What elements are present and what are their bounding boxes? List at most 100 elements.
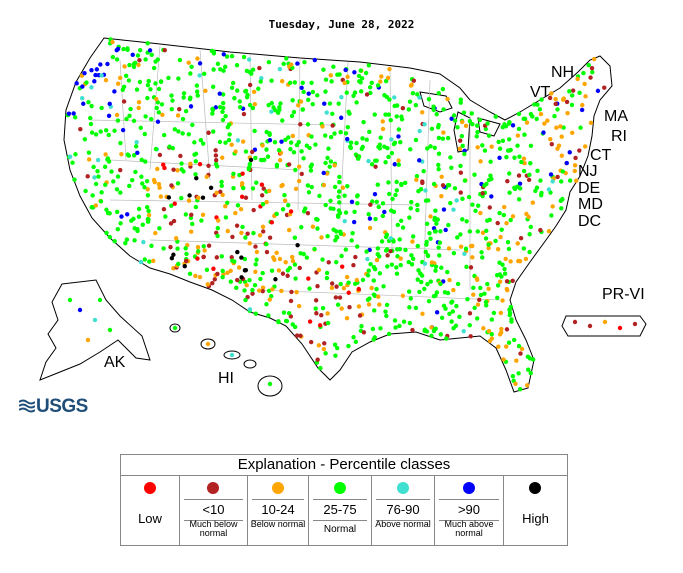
gauge-dot bbox=[118, 140, 123, 146]
gauge-dot bbox=[195, 245, 201, 250]
gauge-dot bbox=[243, 297, 248, 303]
gauge-dot bbox=[332, 184, 338, 190]
gauge-dot bbox=[264, 249, 270, 255]
gauge-dot bbox=[251, 230, 256, 236]
gauge-dot bbox=[260, 202, 266, 207]
label-vt: VT bbox=[530, 84, 551, 101]
gauge-dot bbox=[144, 178, 150, 184]
gauge-dot bbox=[462, 251, 467, 257]
gauge-dot bbox=[258, 276, 263, 282]
gauge-dot bbox=[419, 273, 425, 278]
gauge-dot bbox=[200, 195, 206, 200]
gauge-dot bbox=[469, 111, 474, 116]
gauge-dot bbox=[366, 268, 371, 273]
gauge-dot bbox=[510, 214, 516, 219]
gauge-dot bbox=[454, 198, 459, 203]
gauge-dot bbox=[264, 199, 269, 205]
gauge-dot bbox=[288, 209, 294, 214]
gauge-dot bbox=[280, 207, 286, 212]
gauge-dot bbox=[475, 145, 480, 150]
gauge-dot bbox=[127, 113, 132, 118]
gauge-dot bbox=[80, 84, 85, 89]
gauge-dot bbox=[361, 330, 367, 335]
gauge-dot bbox=[521, 246, 527, 251]
gauge-dot bbox=[495, 295, 500, 300]
gauge-dot bbox=[187, 96, 193, 102]
gauge-dot bbox=[254, 257, 259, 262]
gauge-dot bbox=[288, 146, 293, 152]
gauge-dot bbox=[533, 188, 538, 194]
gauge-dot bbox=[315, 226, 320, 231]
gauge-dot bbox=[306, 97, 311, 103]
gauge-dot bbox=[310, 224, 316, 229]
gauge-dot bbox=[356, 286, 361, 292]
gauge-dot bbox=[586, 63, 591, 68]
gauge-dot bbox=[570, 130, 575, 135]
gauge-dot bbox=[299, 225, 304, 230]
gauge-dot bbox=[247, 277, 252, 283]
gauge-dot bbox=[225, 228, 230, 234]
gauge-dot bbox=[259, 182, 265, 187]
gauge-dot bbox=[372, 191, 378, 197]
gauge-dot bbox=[460, 119, 465, 125]
gauge-dot bbox=[414, 177, 419, 182]
gauge-dot bbox=[409, 253, 414, 258]
gauge-dot bbox=[214, 255, 220, 260]
gauge-dot bbox=[365, 297, 371, 302]
gauge-dot bbox=[147, 48, 153, 53]
gauge-dot bbox=[354, 194, 360, 199]
gauge-dot bbox=[410, 234, 416, 239]
gauge-dot bbox=[221, 52, 226, 57]
gauge-dot bbox=[112, 238, 117, 244]
gauge-dot bbox=[325, 233, 330, 239]
gauge-dot bbox=[269, 100, 274, 106]
gauge-dot bbox=[296, 103, 301, 108]
gauge-dot bbox=[211, 266, 216, 271]
gauge-dot bbox=[186, 132, 191, 137]
gauge-dot bbox=[314, 216, 319, 222]
gauge-dot bbox=[143, 114, 148, 119]
gauge-dot bbox=[549, 91, 554, 96]
gauge-dot bbox=[294, 142, 300, 148]
gauge-dot bbox=[527, 232, 532, 237]
gauge-dot bbox=[135, 228, 140, 234]
gauge-dot bbox=[126, 78, 132, 83]
gauge-dot bbox=[579, 107, 585, 113]
gauge-dot bbox=[282, 193, 287, 198]
gauge-dot bbox=[602, 319, 608, 325]
gauge-dot bbox=[328, 159, 334, 164]
gauge-dot bbox=[632, 321, 638, 327]
gauge-dot bbox=[226, 122, 232, 127]
gauge-dot bbox=[415, 277, 420, 282]
gauge-dot bbox=[493, 114, 498, 119]
gauge-dot bbox=[330, 111, 335, 117]
gauge-dot bbox=[504, 221, 509, 226]
gauge-dot bbox=[373, 216, 378, 222]
gauge-dot bbox=[386, 331, 392, 337]
gauge-dot bbox=[502, 271, 508, 276]
gauge-dot bbox=[115, 46, 121, 52]
gauge-dot bbox=[194, 89, 200, 94]
gauge-dot bbox=[244, 94, 250, 100]
gauge-dot bbox=[124, 237, 130, 242]
gauge-dot bbox=[177, 57, 183, 63]
gauge-dot bbox=[441, 107, 446, 112]
gauge-dot bbox=[420, 179, 425, 184]
gauge-dot bbox=[555, 146, 560, 151]
gauge-dot bbox=[235, 138, 241, 143]
gauge-dot bbox=[436, 162, 441, 168]
gauge-dot bbox=[206, 243, 212, 248]
gauge-dot bbox=[214, 164, 220, 169]
gauge-dot bbox=[359, 146, 365, 152]
gauge-dot bbox=[92, 317, 98, 323]
gauge-dot bbox=[223, 215, 229, 220]
gauge-dot bbox=[591, 56, 597, 62]
gauge-dot bbox=[355, 244, 360, 249]
gauge-dot bbox=[339, 94, 344, 100]
gauge-dot bbox=[348, 140, 354, 145]
gauge-dot bbox=[175, 113, 181, 118]
gauge-dot bbox=[505, 240, 511, 245]
gauge-dot bbox=[526, 214, 531, 220]
gauge-dot bbox=[518, 351, 523, 356]
gauge-dot bbox=[476, 203, 481, 208]
